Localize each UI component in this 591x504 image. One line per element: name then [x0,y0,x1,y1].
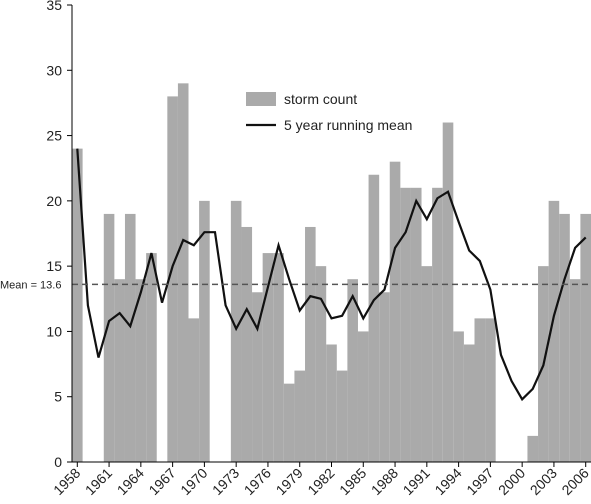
bar [400,187,411,463]
bar [368,174,380,462]
bar [103,213,115,462]
bar [463,344,475,462]
bar [442,122,454,462]
bar [485,318,496,462]
y-tick-label: 15 [46,258,62,274]
x-tick-label: 2006 [558,465,591,498]
x-tick-label: 1961 [82,465,115,498]
bar [559,213,570,462]
bar [188,318,200,462]
bar [72,148,83,462]
bar [230,200,242,462]
bar [389,161,401,462]
x-tick-label: 1976 [241,465,274,498]
bar [177,83,189,462]
x-tick-label: 1985 [336,465,369,498]
x-tick-label: 2000 [495,465,528,498]
x-tick-label: 1967 [145,465,178,498]
bar [410,187,422,463]
y-tick-label: 30 [46,62,62,78]
x-tick-label: 1988 [368,465,401,498]
legend-label: storm count [284,91,357,107]
x-tick-label: 2003 [527,465,560,498]
bar [336,370,348,462]
y-tick-label: 35 [46,0,62,13]
y-tick-label: 5 [54,389,62,405]
bar [167,96,178,463]
y-tick-label: 10 [46,323,62,339]
bar [124,213,136,462]
bar [114,279,125,462]
y-tick-label: 20 [46,193,62,209]
bar [294,370,306,462]
bar [432,187,443,463]
bar [569,279,581,462]
bar [199,200,210,462]
bar [315,266,327,462]
bar [252,292,263,462]
bar [527,435,539,462]
bar [135,279,147,462]
x-tick-label: 1997 [463,465,496,498]
bar [580,213,591,462]
bar [273,253,284,462]
legend-label: 5 year running mean [284,117,412,133]
bar [262,253,274,462]
x-tick-label: 1994 [431,465,464,498]
legend-swatch [246,92,276,106]
bar [347,279,358,462]
bar [474,318,486,462]
x-tick-label: 1970 [177,465,210,498]
x-tick-label: 1973 [209,465,242,498]
x-tick-label: 1979 [273,465,306,498]
bar [305,226,316,462]
y-tick-label: 0 [54,454,62,470]
bar [548,200,560,462]
x-tick-label: 1982 [304,465,337,498]
y-tick-label: 25 [46,128,62,144]
x-tick-label: 1964 [114,465,147,498]
x-tick-label: 1991 [400,465,433,498]
bar [146,253,157,462]
bar [453,331,464,462]
bar [421,266,433,462]
bar [283,383,295,462]
bar [326,344,337,462]
mean-label: Mean = 13.6 [0,279,61,291]
bar [357,331,369,462]
bar [379,292,390,462]
running-mean-line [76,148,587,402]
bar [241,226,253,462]
